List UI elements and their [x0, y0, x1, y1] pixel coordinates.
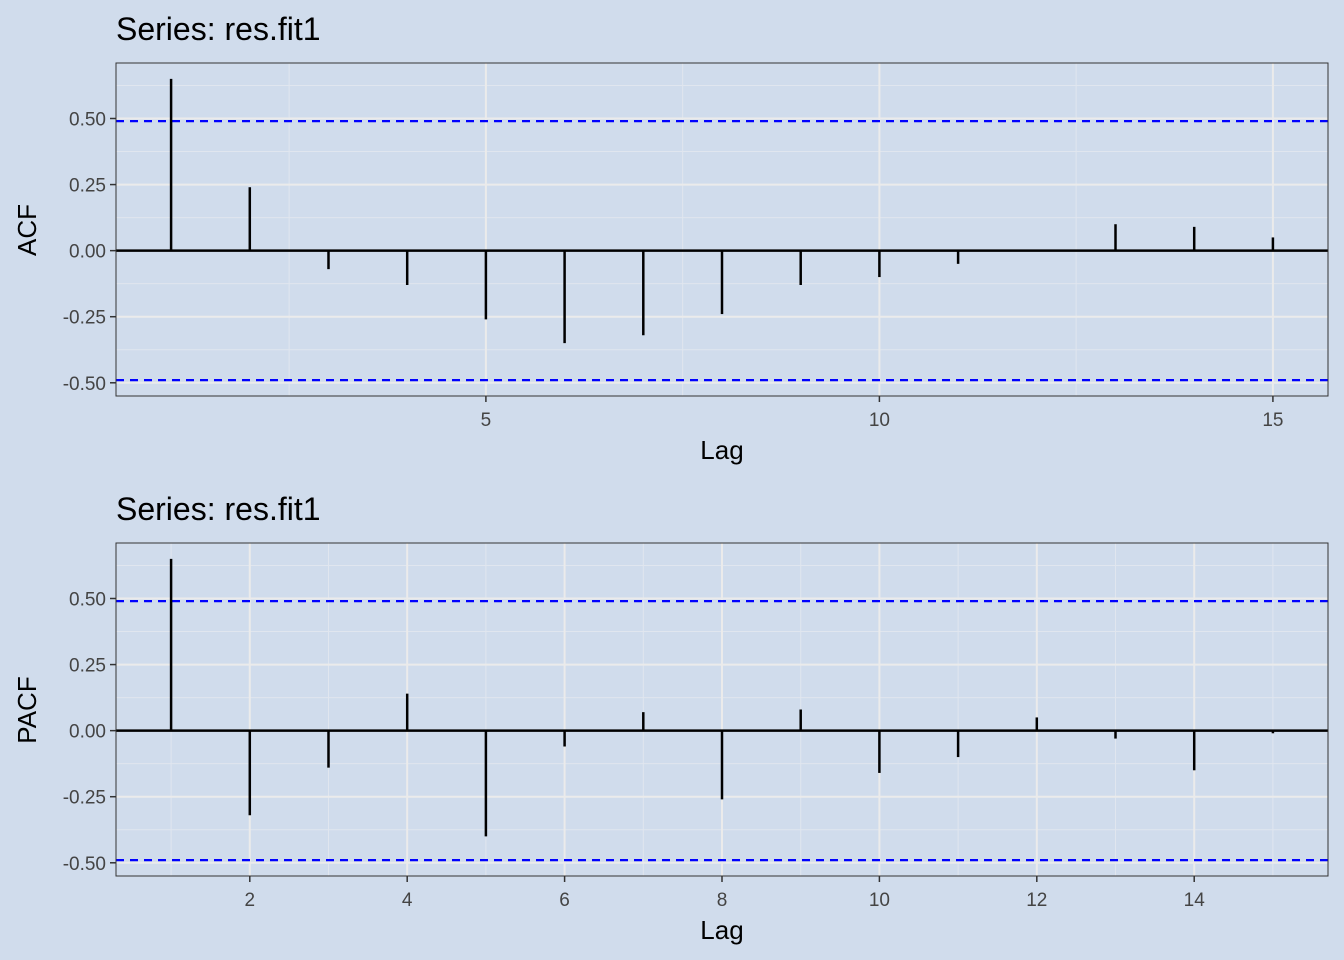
pacf-x-tick-label: 2 — [245, 890, 256, 911]
acf-confidence-bands — [116, 120, 1328, 382]
pacf-y-axis-title: PACF — [12, 676, 42, 743]
pacf-y-tick-label: 0.50 — [69, 590, 106, 611]
pacf-y-axis: 0.50 0.25 0.00 -0.25 -0.50 — [63, 590, 116, 875]
acf-x-tick-label: 15 — [1262, 410, 1283, 431]
pacf-x-tick-label: 4 — [402, 890, 413, 911]
acf-x-axis-title: Lag — [700, 435, 743, 465]
acf-panel-border — [115, 62, 1329, 397]
pacf-confidence-bands — [116, 600, 1328, 862]
pacf-y-tick-label: -0.50 — [63, 854, 106, 875]
acf-chart-title: Series: res.fit1 — [116, 11, 321, 47]
pacf-x-tick-label: 10 — [869, 890, 890, 911]
acf-x-tick-label: 10 — [869, 410, 890, 431]
acf-x-tick-label: 5 — [481, 410, 492, 431]
acf-y-tick-label: -0.25 — [63, 308, 106, 329]
pacf-chart: Series: res.fit1 0.500.250.00-0.25-0.50 … — [12, 491, 1329, 945]
acf-y-axis-title: ACF — [12, 204, 42, 256]
pacf-bars — [116, 558, 1328, 837]
acf-bars — [116, 78, 1328, 344]
acf-x-axis: 5 10 15 — [481, 396, 1283, 431]
pacf-x-tick-label: 14 — [1184, 890, 1206, 911]
pacf-x-axis-title: Lag — [700, 915, 743, 945]
acf-y-axis: 0.50 0.25 0.00 -0.25 -0.50 — [63, 110, 116, 395]
acf-y-tick-label: 0.50 — [69, 110, 106, 131]
acf-y-tick-label: 0.25 — [69, 176, 106, 197]
acf-plot-area — [115, 62, 1329, 397]
pacf-x-tick-label: 12 — [1026, 890, 1047, 911]
acf-y-tick-label: -0.50 — [63, 374, 106, 395]
pacf-y-tick-label: -0.25 — [63, 788, 106, 809]
pacf-y-tick-label: 0.25 — [69, 656, 106, 677]
acf-chart: Series: res.fit1 0.500.250.00-0.25-0.50 … — [12, 11, 1329, 465]
acf-y-tick-label: 0.00 — [69, 242, 106, 263]
pacf-chart-title: Series: res.fit1 — [116, 491, 321, 527]
pacf-y-tick-label: 0.00 — [69, 722, 106, 743]
pacf-x-tick-label: 8 — [717, 890, 728, 911]
pacf-x-axis: 2 4 6 8 10 12 14 — [245, 876, 1206, 911]
pacf-plot-area — [115, 542, 1329, 877]
pacf-x-tick-label: 6 — [559, 890, 570, 911]
